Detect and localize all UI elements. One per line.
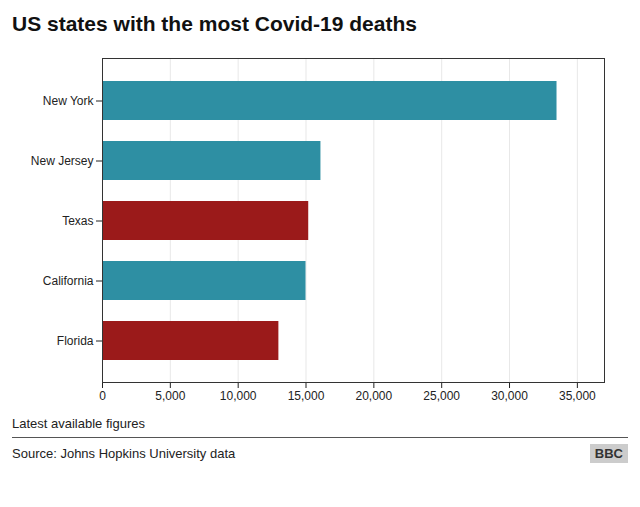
svg-text:New York: New York	[43, 94, 95, 108]
svg-text:30,000: 30,000	[491, 389, 528, 403]
svg-text:25,000: 25,000	[423, 389, 460, 403]
html-text:US states with the most Covid-: US states with the most Covid-19 deaths	[12, 12, 417, 35]
svg-text:35,000: 35,000	[559, 389, 596, 403]
svg-text:California: California	[43, 274, 94, 288]
svg-text:New Jersey: New Jersey	[31, 154, 94, 168]
svg-text:0: 0	[99, 389, 106, 403]
svg-text:20,000: 20,000	[355, 389, 392, 403]
html-text:BBC: BBC	[594, 446, 623, 461]
html-text:Source: Johns Hopkins Universi: Source: Johns Hopkins University data	[12, 446, 236, 461]
html-text:Latest available figures: Latest available figures	[12, 416, 145, 431]
svg-text:5,000: 5,000	[155, 389, 185, 403]
svg-text:Florida: Florida	[57, 334, 94, 348]
svg-text:10,000: 10,000	[220, 389, 257, 403]
svg-text:Texas: Texas	[62, 214, 93, 228]
svg-text:15,000: 15,000	[288, 389, 325, 403]
